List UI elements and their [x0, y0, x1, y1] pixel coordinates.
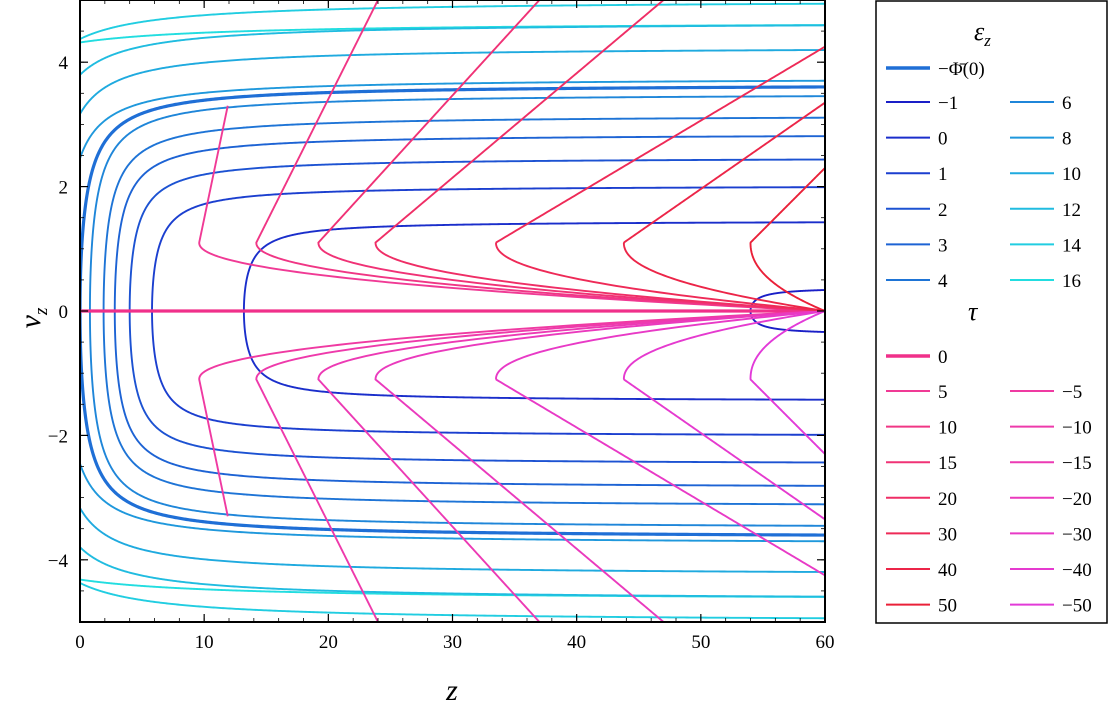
y-tick-label: 0: [59, 302, 69, 323]
x-tick-label: 50: [691, 632, 710, 653]
tau-curve-40: [622, 101, 825, 312]
legend-energy-m1-label: −1: [938, 93, 958, 114]
x-tick-label: 0: [75, 632, 85, 653]
y-tick-label: −4: [48, 551, 69, 572]
energy-legend-title: εz: [974, 17, 991, 50]
tau-contours: [80, 0, 825, 622]
energy-curve-16: [80, 24, 825, 598]
y-tick-label: 4: [59, 53, 69, 74]
x-tick-label: 20: [319, 632, 338, 653]
x-axis-ticks: 0 10 20 30 40 50 60: [75, 0, 835, 653]
legend-energy-4-label: 4: [938, 271, 948, 292]
legend-energy-8-label: 8: [1062, 129, 1072, 150]
legend-tau-m15-label: −15: [1062, 453, 1092, 474]
tau-curve-neg-20: [374, 310, 825, 622]
energy-curve-8: [80, 79, 825, 543]
y-tick-label: −2: [48, 426, 68, 447]
legend-energy-10-label: 10: [1062, 164, 1081, 185]
legend-tau-m20-label: −20: [1062, 489, 1092, 510]
tau-curve-10: [255, 0, 825, 312]
y-tick-label: 2: [59, 178, 69, 199]
legend-energy-phi0-label: −Φ̄(0): [938, 59, 985, 80]
legend-energy-0-label: 0: [938, 129, 948, 150]
legend-energy-12-label: 12: [1062, 200, 1081, 221]
legend-tau-m10-label: −10: [1062, 418, 1092, 439]
tau-curve-neg-15: [317, 310, 825, 622]
legend-energy-16-label: 16: [1062, 271, 1081, 292]
legend-tau-0-label: 0: [938, 347, 948, 368]
legend-tau-m30-label: −30: [1062, 524, 1092, 545]
legend-energy-2-label: 2: [938, 200, 948, 221]
legend-tau-30-label: 30: [938, 524, 957, 545]
tau-curve-15: [317, 0, 825, 312]
tau-curve-neg-50: [749, 310, 825, 455]
legend-tau-m50-label: −50: [1062, 596, 1092, 617]
legend-tau-15-label: 15: [938, 453, 957, 474]
energy-curve-12: [80, 24, 825, 598]
tau-curve-30: [495, 45, 825, 312]
legend-tau-40-label: 40: [938, 560, 957, 581]
legend-tau-m40-label: −40: [1062, 560, 1092, 581]
energy-curve-phi0: [80, 85, 825, 537]
legend-energy-6-label: 6: [1062, 93, 1072, 114]
tau-curve-neg-5: [198, 310, 825, 517]
tau-curve-neg-40: [622, 310, 825, 521]
legend-tau-20-label: 20: [938, 489, 957, 510]
legend-energy-14-label: 14: [1062, 235, 1082, 256]
legend-items: −Φ̄(0) −1 6 0 8 1 10 2 12 3 14 4 16 0 5 −5 10 −10 15 −15 20 −…: [886, 59, 1092, 617]
legend-frame: [875, 0, 1108, 624]
tau-legend-title: τ: [968, 297, 979, 326]
tau-curve-5: [198, 105, 825, 312]
tau-curve-20: [374, 0, 825, 312]
energy-curve-10: [80, 49, 825, 573]
legend-tau-m5-label: −5: [1062, 382, 1082, 403]
y-axis-ticks: −4 −2 0 2 4: [48, 0, 825, 623]
legend-tau-50-label: 50: [938, 596, 957, 617]
legend-tau-10-label: 10: [938, 418, 957, 439]
y-axis-label-subscript: z: [31, 307, 52, 316]
energy-curve-14: [80, 2, 825, 620]
legend-tau-5-label: 5: [938, 382, 948, 403]
tau-curve-neg-10: [255, 310, 825, 622]
x-tick-label: 10: [195, 632, 214, 653]
tau-curve-neg-30: [495, 310, 825, 577]
x-tick-label: 60: [816, 632, 835, 653]
x-tick-label: 40: [567, 632, 586, 653]
energy-legend-title-subscript: z: [983, 31, 991, 50]
x-tick-label: 30: [443, 632, 462, 653]
legend-energy-3-label: 3: [938, 235, 948, 256]
y-axis-label: vz: [14, 307, 52, 328]
x-axis-label: z: [445, 674, 458, 707]
legend-energy-1-label: 1: [938, 164, 948, 185]
tau-curve-50: [749, 167, 825, 312]
